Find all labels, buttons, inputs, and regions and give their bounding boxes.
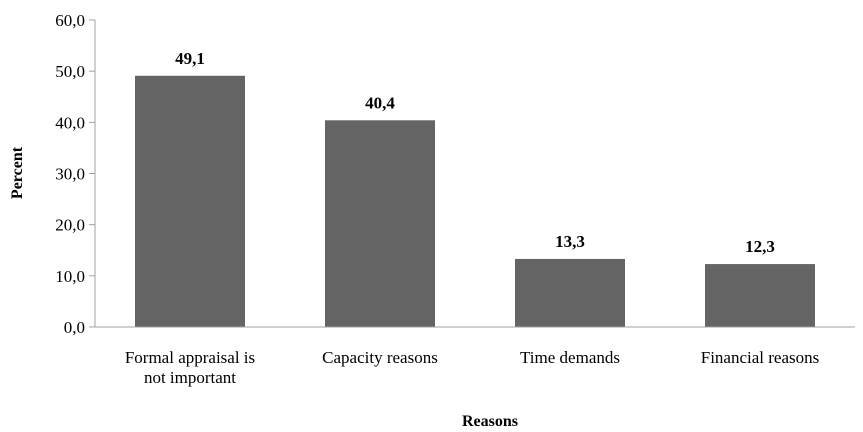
- bar: [705, 264, 815, 327]
- bar: [135, 75, 245, 327]
- x-axis-title: Reasons: [462, 413, 518, 430]
- category-label: Time demands: [520, 348, 620, 367]
- y-tick-label: 0,0: [64, 318, 85, 337]
- category-label: Capacity reasons: [322, 348, 438, 367]
- data-label: 13,3: [555, 232, 585, 251]
- y-tick-label: 30,0: [55, 165, 85, 184]
- bar: [325, 120, 435, 327]
- data-labels: 49,1 40,4 13,3 12,3: [175, 49, 775, 256]
- y-tick-label: 60,0: [55, 11, 85, 30]
- bar: [515, 258, 625, 327]
- y-tick-label: 40,0: [55, 113, 85, 132]
- category-label: Formal appraisal is not important: [125, 348, 255, 387]
- y-axis-ticks: 0,0 10,0 20,0 30,0 40,0 50,0 60,0: [55, 11, 95, 337]
- data-label: 49,1: [175, 49, 205, 68]
- x-axis-tick-labels: Formal appraisal is not important Capacity…: [125, 348, 819, 387]
- bars: [135, 75, 815, 327]
- y-tick-label: 20,0: [55, 216, 85, 235]
- category-label: Financial reasons: [701, 348, 820, 367]
- data-label: 12,3: [745, 237, 775, 256]
- y-tick-label: 10,0: [55, 267, 85, 286]
- data-label: 40,4: [365, 93, 395, 112]
- y-axis-title: Percent: [9, 146, 26, 199]
- y-tick-label: 50,0: [55, 62, 85, 81]
